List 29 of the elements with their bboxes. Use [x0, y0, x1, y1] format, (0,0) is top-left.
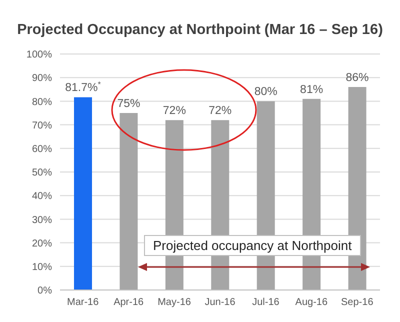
- x-tick-label: Jul-16: [252, 297, 280, 308]
- data-label: 81%: [300, 84, 324, 96]
- y-tick-label: 10%: [32, 262, 52, 273]
- data-label: 72%: [162, 105, 186, 118]
- data-label: 86%: [346, 72, 369, 84]
- y-tick-label: 80%: [32, 96, 52, 108]
- bar: [74, 97, 92, 290]
- y-tick-label: 30%: [32, 214, 52, 226]
- x-tick-label: Mar-16: [67, 297, 100, 308]
- y-tick-label: 70%: [32, 120, 52, 132]
- data-label: 72%: [208, 105, 232, 118]
- y-tick-label: 0%: [38, 286, 52, 297]
- data-label: 75%: [117, 98, 140, 110]
- y-tick-label: 60%: [32, 144, 52, 155]
- data-label: 81.7%$^{*}$: [65, 80, 101, 94]
- annotation: Projected occupancy at Northpoint: [144, 235, 361, 256]
- x-tick-label: Sep-16: [341, 297, 374, 308]
- x-tick-label: Apr-16: [114, 297, 144, 308]
- y-tick-label: 100%: [26, 50, 52, 61]
- x-tick-label: May-16: [158, 297, 192, 308]
- x-tick-label: Jun-16: [204, 297, 236, 308]
- y-tick-label: 50%: [32, 168, 52, 179]
- chart-title: Projected Occupancy at Northpoint (Mar 16 – Sep 16): [16, 21, 384, 40]
- y-tick-label: 20%: [32, 238, 52, 250]
- data-label: 80%: [254, 86, 278, 98]
- x-tick-label: Aug-16: [295, 297, 328, 308]
- y-tick-label: 90%: [32, 73, 52, 84]
- bar: [120, 113, 138, 290]
- y-tick-label: 40%: [32, 191, 52, 202]
